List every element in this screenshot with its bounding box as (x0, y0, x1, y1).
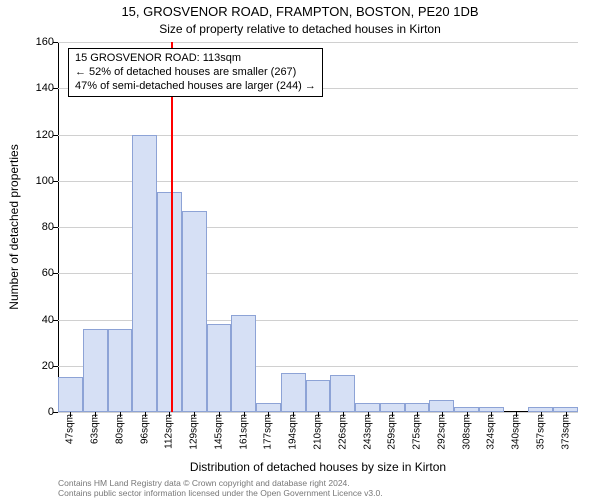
histogram-bar (182, 211, 207, 412)
y-tick-label: 60 (24, 267, 54, 279)
y-tick-label: 140 (24, 82, 54, 94)
y-tick-label: 80 (24, 221, 54, 233)
histogram-bar (231, 315, 256, 412)
histogram-bar (132, 135, 157, 413)
y-tick-label: 0 (24, 406, 54, 418)
x-tick-label: 243sqm (362, 412, 373, 450)
x-tick-label: 161sqm (238, 412, 249, 450)
x-tick-label: 324sqm (486, 412, 497, 450)
histogram-bar (405, 403, 430, 412)
histogram-bar (207, 324, 232, 412)
histogram-bar (83, 329, 108, 412)
info-line-1: 15 GROSVENOR ROAD: 113sqm (75, 52, 316, 66)
x-tick-label: 177sqm (263, 412, 274, 450)
x-tick-label: 47sqm (65, 412, 76, 444)
x-tick-label: 129sqm (189, 412, 200, 450)
x-tick-label: 275sqm (412, 412, 423, 450)
x-tick-label: 80sqm (114, 412, 125, 444)
x-tick-label: 373sqm (560, 412, 571, 450)
x-tick-label: 112sqm (164, 412, 175, 449)
histogram-bar (380, 403, 405, 412)
x-tick-label: 96sqm (139, 412, 150, 444)
x-tick-label: 259sqm (387, 412, 398, 450)
x-axis-title: Distribution of detached houses by size … (58, 460, 578, 474)
y-tick-label: 40 (24, 314, 54, 326)
x-tick-label: 292sqm (436, 412, 447, 450)
histogram-bar (330, 375, 355, 412)
copyright-line-2: Contains public sector information licen… (58, 489, 578, 498)
histogram-bar (108, 329, 133, 412)
plot-area: 02040608010012014016047sqm63sqm80sqm96sq… (58, 42, 578, 412)
x-tick-label: 226sqm (337, 412, 348, 450)
info-line-3: 47% of semi-detached houses are larger (… (75, 80, 316, 94)
x-tick-label: 357sqm (535, 412, 546, 450)
x-tick-label: 145sqm (213, 412, 224, 450)
info-line-2: ← 52% of detached houses are smaller (26… (75, 66, 316, 80)
y-tick-label: 100 (24, 175, 54, 187)
marker-line (171, 42, 173, 412)
histogram-bar (429, 400, 454, 412)
y-tick-label: 160 (24, 36, 54, 48)
x-tick-label: 63sqm (90, 412, 101, 444)
copyright-notice: Contains HM Land Registry data © Crown c… (58, 479, 578, 498)
histogram-bar (281, 373, 306, 412)
x-tick-label: 308sqm (461, 412, 472, 450)
histogram-bar (256, 403, 281, 412)
histogram-bar (355, 403, 380, 412)
x-tick-label: 210sqm (313, 412, 324, 450)
grid-line (58, 42, 578, 43)
x-tick-label: 340sqm (511, 412, 522, 450)
chart-subtitle: Size of property relative to detached ho… (0, 22, 600, 36)
y-tick-label: 120 (24, 129, 54, 141)
histogram-bar (157, 192, 182, 412)
y-tick-label: 20 (24, 360, 54, 372)
x-tick-label: 194sqm (288, 412, 299, 450)
y-axis-title: Number of detached properties (7, 144, 21, 309)
histogram-bar (58, 377, 83, 412)
chart-title: 15, GROSVENOR ROAD, FRAMPTON, BOSTON, PE… (0, 4, 600, 19)
info-box: 15 GROSVENOR ROAD: 113sqm← 52% of detach… (68, 48, 323, 97)
histogram-bar (306, 380, 331, 412)
